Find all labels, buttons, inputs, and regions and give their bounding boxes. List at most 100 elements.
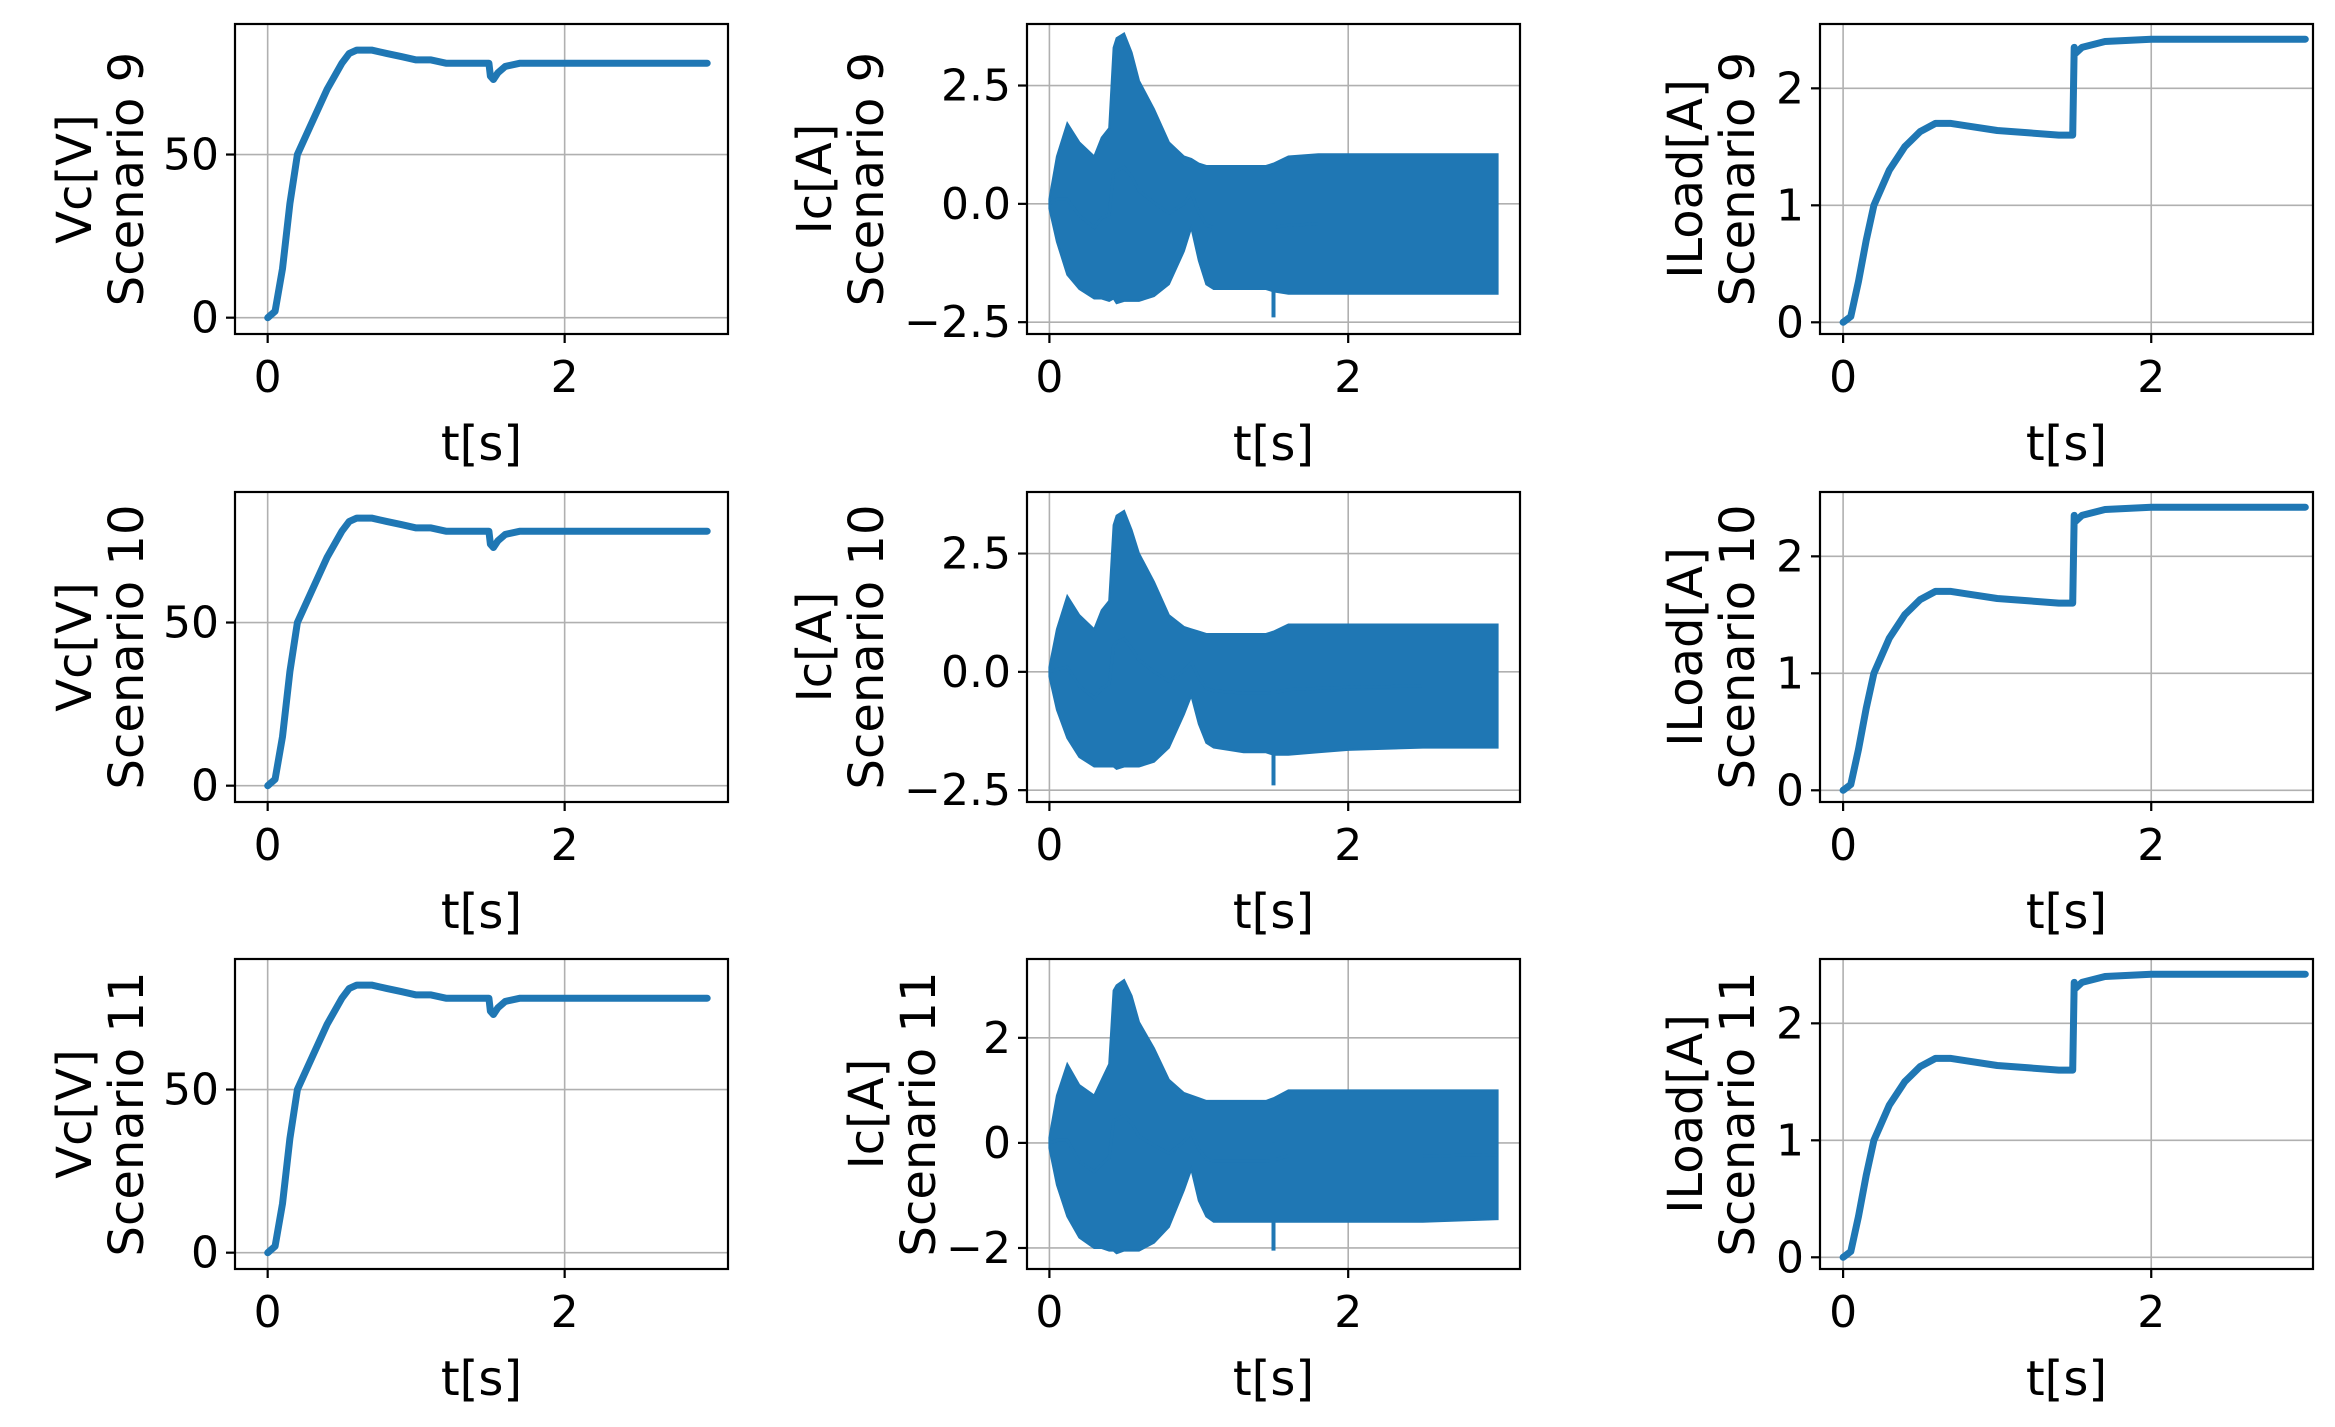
y-tick-label: 2.5 bbox=[941, 61, 1011, 112]
x-tick-label: 2 bbox=[2137, 1287, 2165, 1338]
ic-mean-trace bbox=[1048, 165, 1498, 230]
series-iload bbox=[1839, 970, 2309, 1261]
axes-frame bbox=[233, 490, 730, 804]
ic-mean-trace bbox=[1048, 1113, 1498, 1174]
series-iload bbox=[1839, 503, 2309, 794]
vc-line bbox=[264, 981, 711, 1257]
series-ic bbox=[1048, 978, 1499, 1255]
x-tick-label: 0 bbox=[1829, 1287, 1857, 1338]
y-tick-label: 0 bbox=[1776, 765, 1804, 816]
y-axis-label-scenario: Scenario 10 bbox=[839, 505, 895, 790]
panel-r3c3: 0 2 0 1 2 t[s] ILoad[A]Scenario 11 bbox=[1658, 957, 2315, 1407]
y-tick-label: 0 bbox=[191, 1228, 219, 1279]
vc-line bbox=[264, 46, 711, 322]
y-axis-label-scenario: Scenario 11 bbox=[99, 972, 155, 1257]
y-tick-label: 1 bbox=[1776, 648, 1804, 699]
series-vc bbox=[264, 46, 711, 322]
vc-line bbox=[264, 514, 711, 790]
axes-frame bbox=[1025, 957, 1522, 1271]
y-axis-label-scenario: Scenario 9 bbox=[99, 52, 155, 306]
y-tick-label: 2.5 bbox=[941, 529, 1011, 580]
x-axis-label: t[s] bbox=[1233, 1351, 1314, 1407]
x-tick-label: 0 bbox=[1035, 820, 1063, 871]
y-tick-label: 50 bbox=[163, 130, 219, 181]
axes-frame bbox=[1025, 490, 1522, 804]
x-axis-label: t[s] bbox=[441, 1351, 522, 1407]
y-axis-label-scenario: Scenario 9 bbox=[839, 52, 895, 306]
x-tick-label: 0 bbox=[1035, 352, 1063, 403]
x-tick-label: 0 bbox=[254, 820, 282, 871]
x-axis-label: t[s] bbox=[1233, 884, 1314, 940]
y-axis-label-quantity: Ic[A] bbox=[839, 1059, 895, 1170]
y-tick-label: −2.5 bbox=[904, 297, 1011, 348]
y-axis-label-scenario: Scenario 10 bbox=[99, 505, 155, 790]
x-tick-label: 2 bbox=[1334, 1287, 1362, 1338]
y-tick-label: 1 bbox=[1776, 180, 1804, 231]
x-axis-label: t[s] bbox=[2026, 884, 2107, 940]
y-tick-label: 0 bbox=[191, 761, 219, 812]
x-tick-label: 0 bbox=[254, 352, 282, 403]
y-axis-label-quantity: Vc[V] bbox=[47, 114, 103, 244]
x-axis-label: t[s] bbox=[441, 884, 522, 940]
series-ic bbox=[1048, 509, 1499, 786]
x-tick-label: 2 bbox=[1334, 820, 1362, 871]
panel-r2c1: 0 2 0 50 t[s] Vc[V]Scenario 10 bbox=[47, 490, 730, 940]
y-axis-label-scenario: Scenario 9 bbox=[1710, 52, 1766, 306]
y-tick-label: 0 bbox=[191, 293, 219, 344]
ic-mean-trace bbox=[1048, 636, 1498, 701]
x-tick-label: 0 bbox=[1829, 352, 1857, 403]
y-tick-label: 0.0 bbox=[941, 179, 1011, 230]
y-axis-label-quantity: Vc[V] bbox=[47, 1049, 103, 1179]
y-tick-label: 0 bbox=[1776, 1232, 1804, 1283]
x-tick-label: 0 bbox=[1035, 1287, 1063, 1338]
series-vc bbox=[264, 981, 711, 1257]
y-axis-label-quantity: ILoad[A] bbox=[1658, 79, 1714, 279]
y-tick-label: 2 bbox=[1776, 63, 1804, 114]
y-axis-label-quantity: Ic[A] bbox=[787, 124, 843, 235]
panel-r3c2: 0 2 −2 0 2 t[s] Ic[A]Scenario 11 bbox=[839, 957, 1522, 1407]
y-tick-label: 1 bbox=[1776, 1115, 1804, 1166]
y-tick-label: 0.0 bbox=[941, 647, 1011, 698]
y-tick-label: 50 bbox=[163, 598, 219, 649]
axes-frame bbox=[1818, 22, 2315, 336]
x-tick-label: 0 bbox=[254, 1287, 282, 1338]
axes-frame bbox=[1818, 957, 2315, 1271]
x-axis-label: t[s] bbox=[2026, 1351, 2107, 1407]
y-axis-label-scenario: Scenario 10 bbox=[1710, 505, 1766, 790]
y-tick-label: 2 bbox=[983, 1013, 1011, 1064]
ic-oscillation-band bbox=[1048, 509, 1499, 771]
iload-line bbox=[1839, 503, 2309, 794]
x-axis-label: t[s] bbox=[441, 416, 522, 472]
y-tick-label: 2 bbox=[1776, 531, 1804, 582]
ic-oscillation-band bbox=[1048, 978, 1499, 1255]
panel-r2c3: 0 2 0 1 2 t[s] ILoad[A]Scenario 10 bbox=[1658, 490, 2315, 940]
axes-frame bbox=[233, 22, 730, 336]
x-tick-label: 2 bbox=[551, 1287, 579, 1338]
y-axis-label-quantity: Ic[A] bbox=[787, 592, 843, 703]
x-axis-label: t[s] bbox=[1233, 416, 1314, 472]
y-tick-label: 0 bbox=[983, 1118, 1011, 1169]
iload-line bbox=[1839, 970, 2309, 1261]
x-tick-label: 0 bbox=[1829, 820, 1857, 871]
y-axis-label-quantity: ILoad[A] bbox=[1658, 1014, 1714, 1214]
y-tick-label: 2 bbox=[1776, 998, 1804, 1049]
x-tick-label: 2 bbox=[551, 352, 579, 403]
series-vc bbox=[264, 514, 711, 790]
iload-line bbox=[1839, 35, 2309, 326]
panel-r1c2: 0 2 −2.5 0.0 2.5 t[s] Ic[A]Scenario 9 bbox=[787, 22, 1522, 472]
ic-oscillation-band bbox=[1048, 32, 1499, 305]
x-tick-label: 2 bbox=[2137, 352, 2165, 403]
y-tick-label: 0 bbox=[1776, 297, 1804, 348]
panel-r3c1: 0 2 0 50 t[s] Vc[V]Scenario 11 bbox=[47, 957, 730, 1407]
axes-frame bbox=[1818, 490, 2315, 804]
axes-frame bbox=[233, 957, 730, 1271]
y-axis-label-scenario: Scenario 11 bbox=[1710, 972, 1766, 1257]
panel-r1c3: 0 2 0 1 2 t[s] ILoad[A]Scenario 9 bbox=[1658, 22, 2315, 472]
x-axis-label: t[s] bbox=[2026, 416, 2107, 472]
panel-r1c1: 0 2 0 50 t[s] Vc[V]Scenario 9 bbox=[47, 22, 730, 472]
panel-r2c2: 0 2 −2.5 0.0 2.5 t[s] Ic[A]Scenario 10 bbox=[787, 490, 1522, 940]
y-tick-label: 50 bbox=[163, 1065, 219, 1116]
y-tick-label: −2 bbox=[946, 1223, 1011, 1274]
y-axis-label-quantity: Vc[V] bbox=[47, 582, 103, 712]
x-tick-label: 2 bbox=[2137, 820, 2165, 871]
